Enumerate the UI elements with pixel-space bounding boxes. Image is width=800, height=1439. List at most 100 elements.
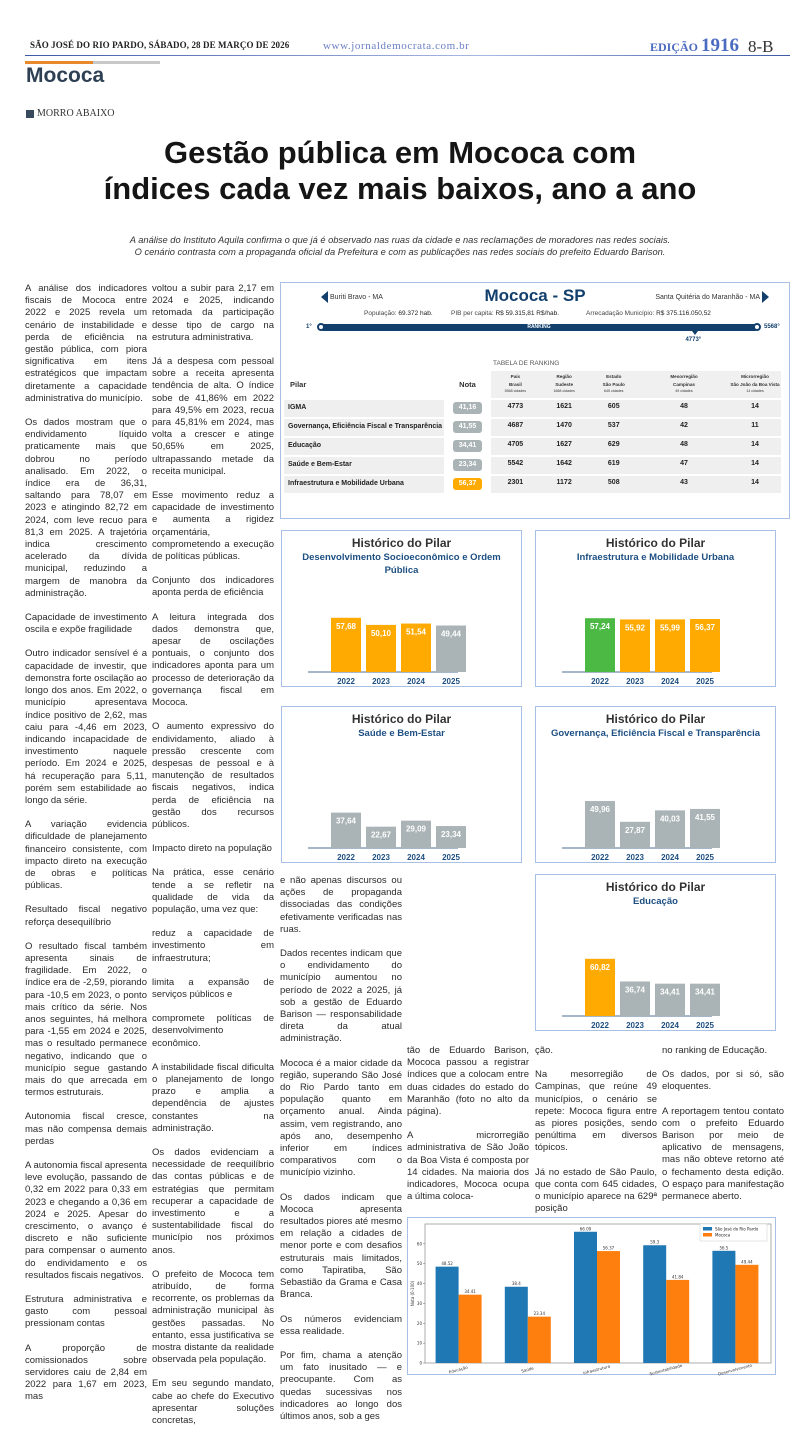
x-tick-label: 2023 [372, 853, 390, 862]
pilar-name: Educação [284, 437, 444, 455]
paragraph: Já a despesa com pessoal sobre a receita… [152, 356, 274, 477]
next-city-name: Santa Quitéria do Maranhão - MA [655, 293, 760, 301]
bar [620, 821, 650, 848]
x-tick-label: Saúde [521, 1365, 535, 1373]
chart-subtitle: Desenvolvimento Socioeconômico e Ordem P… [302, 552, 501, 576]
bar-value-label: 34.41 [464, 1289, 476, 1294]
article-column-3: e não apenas discursos ou ações de propa… [280, 875, 402, 1435]
ranking-position-label: 4773° [685, 337, 702, 343]
bar-value-label: 34,41 [695, 988, 716, 997]
paragraph: e não apenas discursos ou ações de propa… [280, 875, 402, 935]
header-pilar: Pilar [284, 371, 444, 398]
section-title: Mococa [26, 64, 105, 87]
rank-cell: 1470 [539, 418, 589, 436]
bar [401, 820, 431, 848]
header-mesorregiao: Mesorregião Campinas 49 cidades [639, 371, 729, 398]
x-tick-label: Educação [448, 1364, 469, 1374]
paragraph: Por fim, chama a atenção um fato inusita… [280, 1349, 402, 1422]
article-column-2: voltou a subir para 2,17 em 2024 e 2025,… [152, 283, 274, 1439]
ranking-position-marker [692, 331, 699, 335]
prev-city-link[interactable]: Buriti Bravo - MA [321, 291, 383, 303]
next-city-link[interactable]: Santa Quitéria do Maranhão - MA [655, 291, 769, 303]
paragraph: Capacidade de investimento oscila e expõ… [25, 612, 147, 636]
headline: Gestão pública em Mococa com índices cada… [0, 135, 800, 207]
chart-plot: 57,68 2022 50,10 2023 51,54 2024 49,44 2025 [308, 617, 466, 686]
rank-cell: 47 [639, 456, 729, 474]
header-regiao: Região Sudeste 1668 cidades [539, 371, 589, 398]
bar-value-label: 56.5 [719, 1245, 728, 1250]
paragraph: A reportagem tentou contato com o prefei… [662, 1105, 784, 1203]
edition-label: EDIÇÃO [650, 40, 699, 54]
rank-cell: 14 [729, 475, 781, 493]
chart-subtitle: Infraestrutura e Mobilidade Urbana [576, 552, 735, 563]
bar-value-label: 41,55 [695, 813, 716, 822]
legend [699, 1223, 768, 1242]
ranking-max-label: 5568° [764, 324, 780, 330]
kicker: MORRO ABAIXO [26, 108, 115, 119]
bar [366, 826, 396, 848]
bar [331, 812, 361, 848]
legend-swatch [703, 1233, 712, 1237]
bar-value-label: 27,87 [625, 826, 646, 835]
site-url[interactable]: www.jornaldemocrata.com.br [323, 40, 470, 52]
bar-value-label: 48.52 [441, 1261, 453, 1266]
x-tick-label: 2024 [407, 677, 425, 686]
rank-cell: 14 [729, 399, 781, 417]
city-title: Mococa - SP [484, 286, 586, 305]
article-column-6: no ranking de Educação. Os dados, por si … [662, 1045, 784, 1215]
x-tick-label: 2022 [337, 853, 355, 862]
nota-badge: 41,55 [453, 420, 482, 433]
rank-cell: 1627 [539, 437, 589, 455]
chart-subtitle: Saúde e Bem-Estar [358, 728, 445, 739]
bar [620, 981, 650, 1016]
x-tick-label: 2025 [442, 853, 460, 862]
paragraph: Esse movimento reduz a capacidade de inv… [152, 490, 274, 563]
pillar-chart-governanca: Histórico do Pilar Governança, Eficiência… [535, 706, 776, 863]
ranking-table: Pilar Nota País Brasil 5568 cidades Região… [284, 369, 781, 495]
ranking-widget: Buriti Bravo - MA Mococa - SP Santa Quit… [280, 282, 790, 519]
rank-cell: 42 [639, 418, 729, 436]
bar-value-label: 51,54 [406, 628, 427, 637]
bar-value-label: 38.4 [512, 1281, 521, 1286]
bar-value-label: 40,03 [660, 814, 681, 823]
paragraph: no ranking de Educação. [662, 1045, 768, 1056]
paragraph: A autonomia fiscal apresenta leve evoluç… [25, 1160, 147, 1281]
bar-value-label: 56.37 [603, 1246, 615, 1251]
chart-plot: 37,64 2022 22,67 2023 29,09 2024 23,34 2025 [308, 812, 466, 862]
y-tick-label: 30 [417, 1301, 423, 1306]
paragraph: Outro indicador sensível é a capacidade … [25, 648, 147, 806]
paragraph: A proporção de comissionados sobre servi… [25, 1342, 147, 1403]
bar [585, 801, 615, 848]
article-column-1: A análise dos indicadores fiscais de Moc… [25, 283, 147, 1416]
headline-line: índices cada vez mais baixos, ano a ano [103, 171, 697, 206]
paragraph: Dados recentes indicam que o endividamen… [280, 948, 402, 1045]
bar [401, 623, 431, 672]
chart-title: Histórico do Pilar [605, 536, 706, 550]
ranking-min-label: 1° [306, 324, 312, 330]
paragraph: O resultado fiscal também apresenta sina… [25, 940, 147, 1099]
pilar-name: IGMA [284, 399, 444, 417]
section-accent-bar [25, 61, 93, 64]
paragraph: Os dados indicam que Mococa apresenta re… [280, 1191, 402, 1301]
nota-cell: 41,55 [444, 418, 491, 436]
bar [585, 958, 615, 1016]
revenue-stat: Arrecadação Município: R$ 375.116.050,52 [586, 310, 711, 317]
x-tick-label: 2025 [696, 853, 714, 862]
paragraph: Impacto direto na população [152, 843, 272, 855]
bar [436, 826, 466, 848]
y-tick-label: 20 [417, 1321, 423, 1326]
kicker-text: MORRO ABAIXO [37, 108, 115, 119]
chart-title: Histórico do Pilar [605, 712, 706, 726]
x-tick-label: Desenvolvimento [717, 1362, 753, 1376]
bar-value-label: 56,37 [695, 623, 716, 632]
x-tick-label: 2022 [591, 677, 609, 686]
headline-line: Gestão pública em Mococa com [163, 135, 637, 170]
masthead-divider [25, 55, 790, 56]
bar-value-label: 29,09 [406, 825, 427, 834]
bar [735, 1264, 759, 1363]
rank-cell: 43 [639, 475, 729, 493]
rank-cell: 5542 [491, 456, 540, 474]
y-axis-label: Nota (0-100) [410, 1280, 415, 1306]
bar [690, 619, 720, 672]
bar-value-label: 23,34 [441, 830, 462, 839]
